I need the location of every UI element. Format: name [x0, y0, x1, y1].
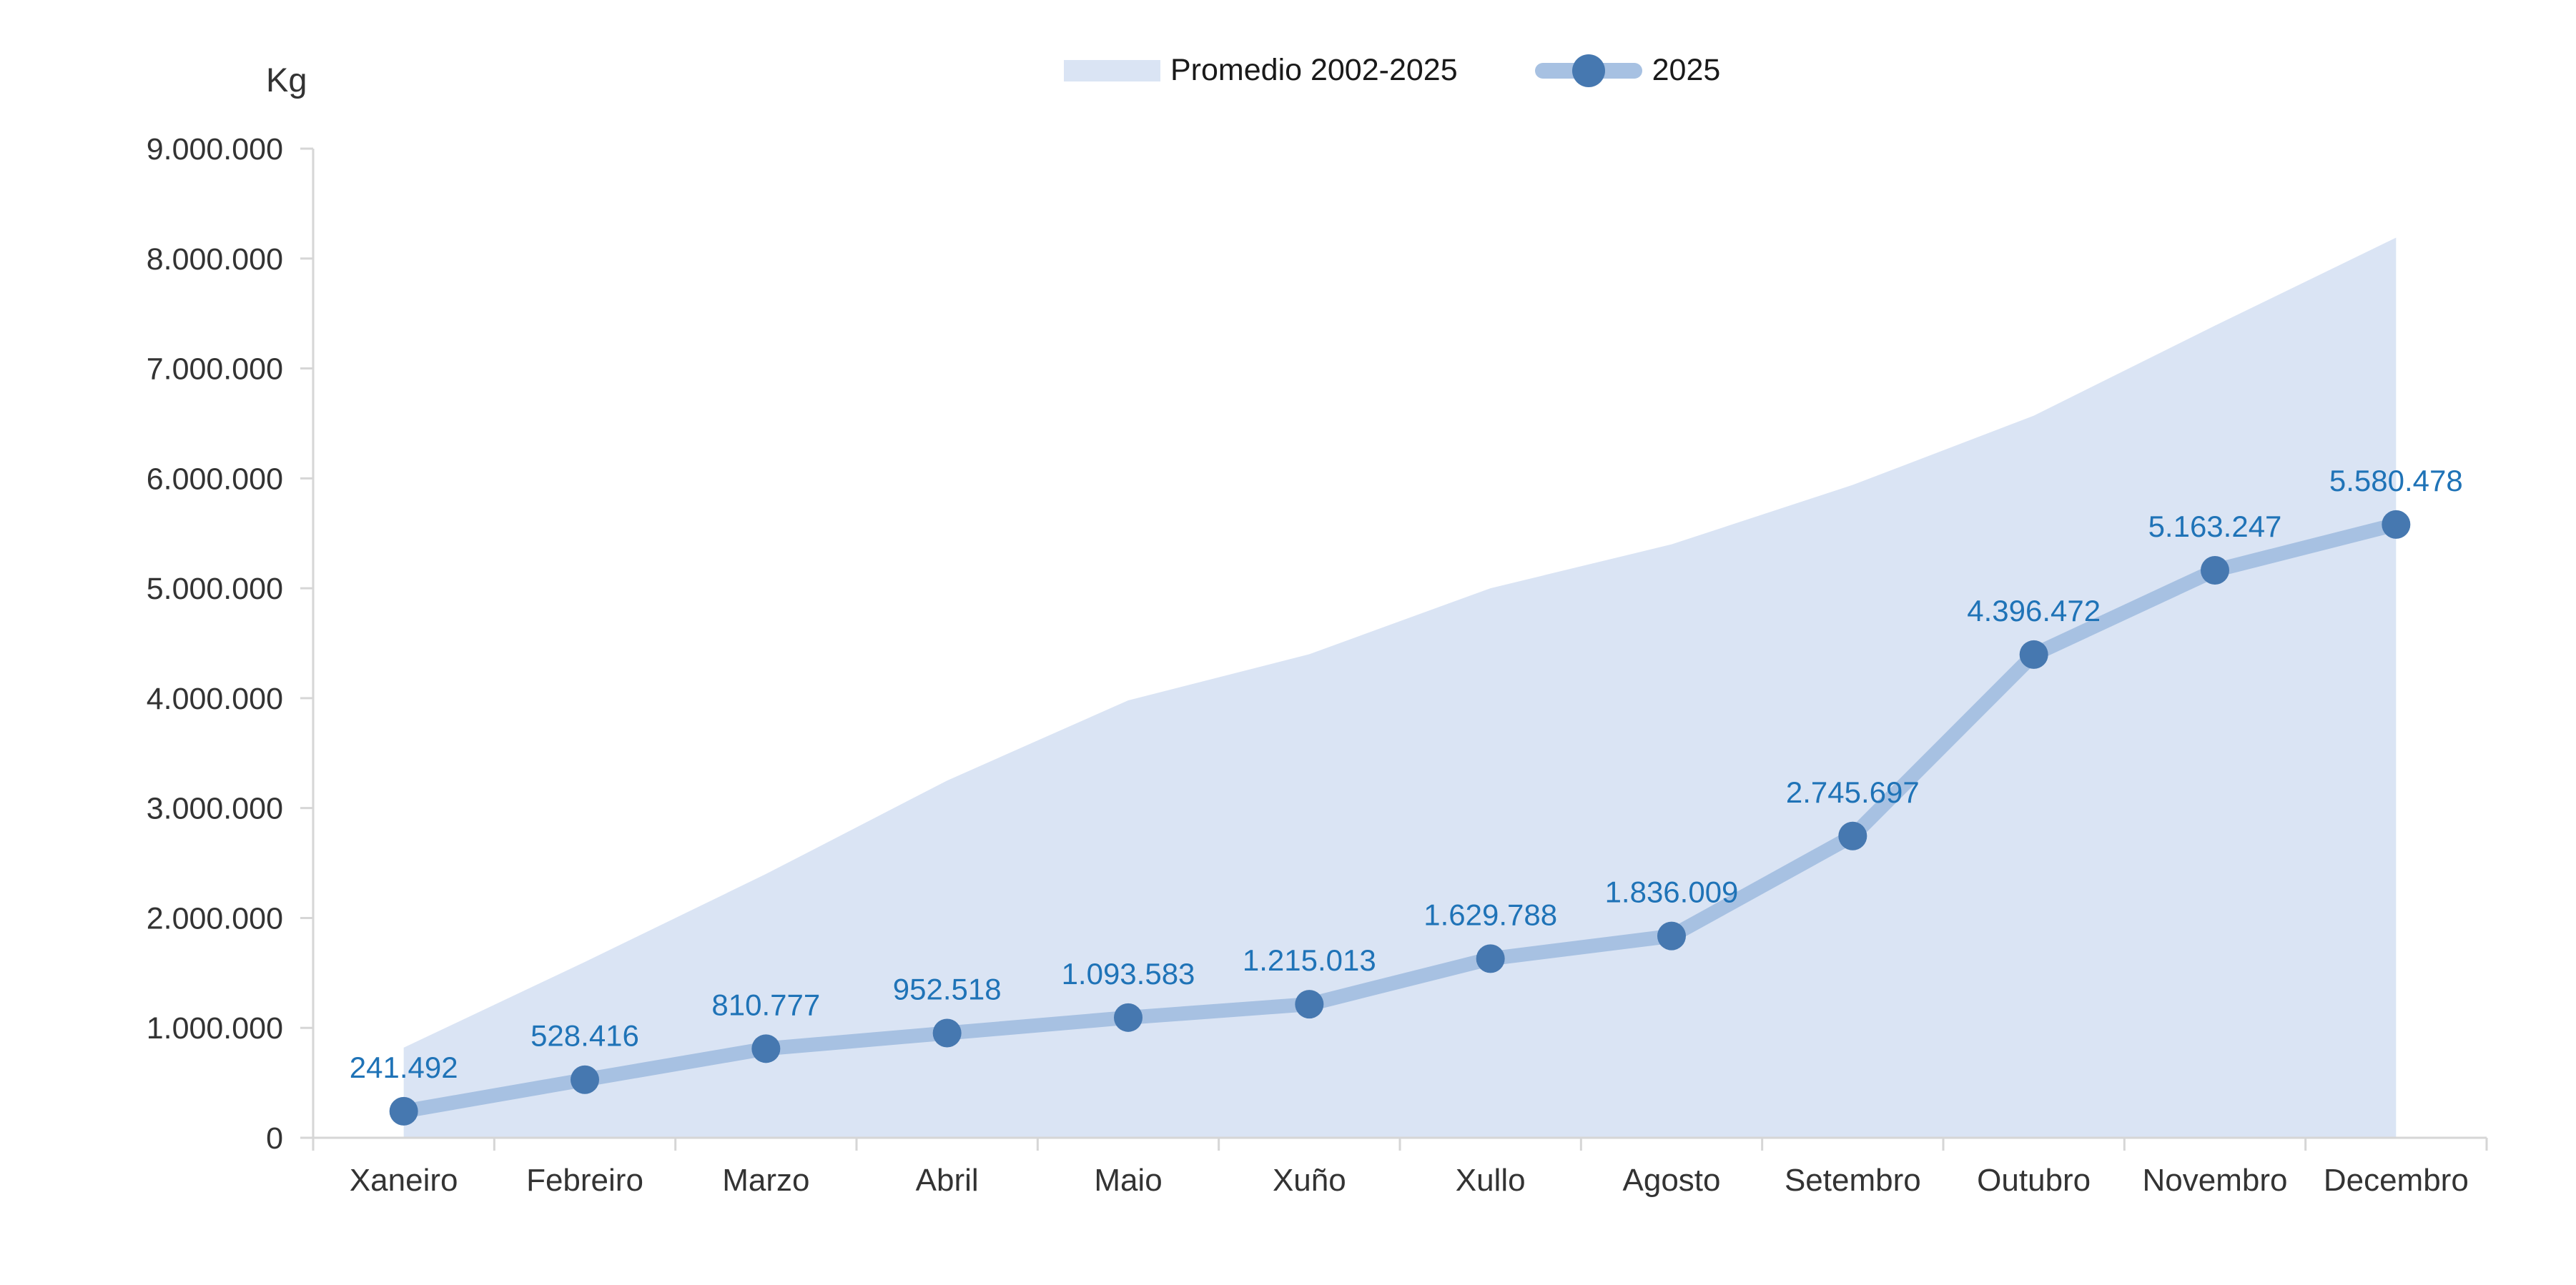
data-point-label: 1.629.788	[1423, 898, 1557, 931]
x-category-label: Maio	[1094, 1163, 1162, 1198]
data-point-label: 1.093.583	[1062, 957, 1195, 991]
data-point-label: 241.492	[350, 1051, 458, 1084]
data-point-label: 1.836.009	[1605, 875, 1739, 909]
y-tick-label: 6.000.000	[147, 462, 283, 496]
data-point-marker	[932, 1018, 962, 1048]
legend-item-promedio: Promedio 2002-2025	[1064, 53, 1458, 88]
x-category-label: Marzo	[722, 1163, 809, 1198]
x-category-label: Xuño	[1273, 1163, 1346, 1198]
legend-label-promedio: Promedio 2002-2025	[1170, 53, 1458, 87]
x-category-label: Novembro	[2143, 1163, 2288, 1198]
data-point-marker	[1838, 821, 1867, 850]
x-category-label: Xullo	[1456, 1163, 1526, 1198]
data-point-label: 5.580.478	[2329, 464, 2463, 497]
legend-marker-dot-icon	[1571, 54, 1605, 87]
data-point-marker	[1114, 1003, 1143, 1032]
data-point-label: 5.163.247	[2148, 510, 2282, 543]
y-tick-label: 4.000.000	[147, 682, 283, 716]
legend-area-swatch	[1064, 59, 1160, 81]
y-tick-label: 1.000.000	[147, 1011, 283, 1046]
y-tick-label: 8.000.000	[147, 242, 283, 277]
y-tick-label: 3.000.000	[147, 792, 283, 826]
line-series-2025	[396, 517, 2404, 1118]
data-point-marker	[1295, 990, 1324, 1019]
y-tick-label: 0	[266, 1121, 283, 1156]
data-point-label: 528.416	[531, 1019, 639, 1053]
data-point-label: 952.518	[893, 973, 1002, 1006]
x-category-label: Setembro	[1785, 1163, 1921, 1198]
data-point-marker	[571, 1065, 599, 1094]
x-category-label: Outubro	[1977, 1163, 2091, 1198]
y-axis-unit-label: Kg	[266, 61, 307, 99]
data-point-label: 1.215.013	[1243, 943, 1376, 977]
legend-item-2025: 2025	[1534, 53, 1721, 88]
y-tick-label: 2.000.000	[147, 901, 283, 936]
data-point-label: 2.745.697	[1786, 775, 1920, 809]
data-point-marker	[2019, 640, 2048, 669]
x-category-label: Febreiro	[526, 1163, 643, 1198]
y-tick-label: 7.000.000	[147, 352, 283, 387]
data-point-label: 810.777	[711, 988, 820, 1021]
data-point-label: 4.396.472	[1967, 594, 2101, 627]
x-category-label: Xaneiro	[350, 1163, 458, 1198]
data-point-marker	[2201, 556, 2229, 585]
y-tick-label: 9.000.000	[147, 132, 283, 167]
chart-legend: Promedio 2002-2025 2025	[1064, 53, 1720, 88]
data-point-marker	[1476, 944, 1505, 973]
data-point-marker	[1657, 921, 1686, 951]
data-point-marker	[751, 1034, 781, 1063]
legend-line-swatch	[1534, 54, 1642, 87]
data-point-marker	[2382, 510, 2411, 539]
x-category-label: Agosto	[1623, 1163, 1721, 1198]
area-series-promedio	[403, 237, 2397, 1138]
data-point-marker	[389, 1096, 418, 1126]
x-category-label: Decembro	[2324, 1163, 2469, 1198]
x-category-label: Abril	[916, 1163, 979, 1198]
y-tick-label: 5.000.000	[147, 572, 283, 606]
legend-label-2025: 2025	[1652, 53, 1721, 87]
